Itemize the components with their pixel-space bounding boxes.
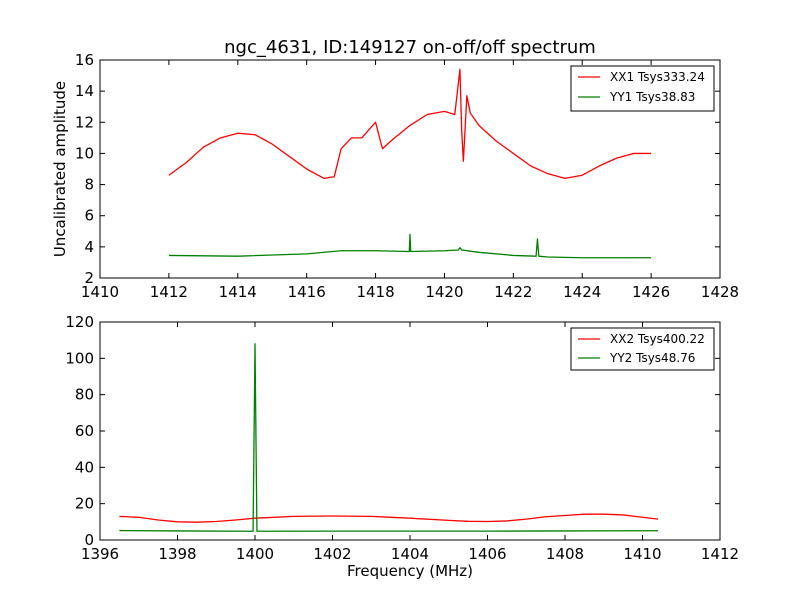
- y-tick-label: 80: [75, 386, 94, 404]
- x-tick-label: 1422: [494, 283, 532, 301]
- y-tick-label: 14: [75, 82, 94, 100]
- x-tick-label: 1408: [546, 545, 584, 563]
- series-line-yy1: [168, 233, 652, 259]
- top-legend: XX1 Tsys333.24 YY1 Tsys38.83: [570, 65, 715, 112]
- x-tick-label: 1412: [150, 283, 188, 301]
- y-tick-label: 8: [84, 176, 94, 194]
- series-line-yy2: [119, 343, 659, 532]
- x-tick-label: 1412: [701, 545, 739, 563]
- x-tick-label: 1398: [158, 545, 196, 563]
- x-tick-label: 1396: [81, 545, 119, 563]
- x-tick-label: 1410: [81, 283, 119, 301]
- y-tick-label: 60: [75, 422, 94, 440]
- top-panel: ngc_4631, ID:149127 on-off/off spectrum …: [51, 37, 739, 301]
- x-tick-label: 1424: [563, 283, 601, 301]
- bottom-legend-box: [570, 327, 715, 371]
- x-tick-label: 1418: [356, 283, 394, 301]
- y-tick-label: 6: [84, 207, 94, 225]
- top-series: [168, 68, 652, 259]
- x-tick-label: 1414: [219, 283, 257, 301]
- bottom-axes-frame: [99, 321, 721, 541]
- y-tick-label: 100: [65, 349, 94, 367]
- bottom-panel: 1396 1398 1400 1402 1404 1406 1408 1410 1412 0 20 4…: [65, 313, 739, 580]
- x-tick-label: 1410: [623, 545, 661, 563]
- x-tick-label: 1420: [425, 283, 463, 301]
- legend-label-xx1: XX1 Tsys333.24: [610, 70, 705, 84]
- x-tick-label: 1402: [313, 545, 351, 563]
- x-tick-label: 1416: [288, 283, 326, 301]
- series-line-xx1: [168, 68, 652, 179]
- y-tick-label: 16: [75, 51, 94, 69]
- y-tick-label: 0: [84, 531, 94, 549]
- bottom-legend: XX2 Tsys400.22 YY2 Tsys48.76: [570, 327, 715, 371]
- top-legend-box: [570, 65, 715, 112]
- x-tick-label: 1404: [391, 545, 429, 563]
- legend-label-xx2: XX2 Tsys400.22: [610, 332, 705, 346]
- x-tick-label: 1406: [468, 545, 506, 563]
- series-line-xx2: [119, 513, 659, 523]
- top-axes-frame: [99, 59, 721, 279]
- legend-label-yy1: YY1 Tsys38.83: [609, 90, 695, 104]
- x-tick-label: 1426: [632, 283, 670, 301]
- y-tick-label: 120: [65, 313, 94, 331]
- x-tick-label: 1428: [701, 283, 739, 301]
- y-tick-label: 4: [84, 238, 94, 256]
- chart-title: ngc_4631, ID:149127 on-off/off spectrum: [224, 37, 596, 58]
- top-y-axis-label: Uncalibrated amplitude: [51, 81, 69, 257]
- y-tick-label: 40: [75, 458, 94, 476]
- bottom-x-axis-label: Frequency (MHz): [347, 562, 473, 580]
- y-tick-label: 2: [84, 269, 94, 287]
- legend-label-yy2: YY2 Tsys48.76: [609, 351, 695, 365]
- bottom-ticks: 1396 1398 1400 1402 1404 1406 1408 1410 1412 0 20 4…: [65, 313, 739, 563]
- y-tick-label: 20: [75, 495, 94, 513]
- top-ticks: 1410 1412 1414 1416 1418 1420 1422 1424 1426 1428…: [75, 51, 739, 301]
- y-tick-label: 10: [75, 144, 94, 162]
- bottom-series: [119, 343, 659, 532]
- y-tick-label: 12: [75, 113, 94, 131]
- x-tick-label: 1400: [236, 545, 274, 563]
